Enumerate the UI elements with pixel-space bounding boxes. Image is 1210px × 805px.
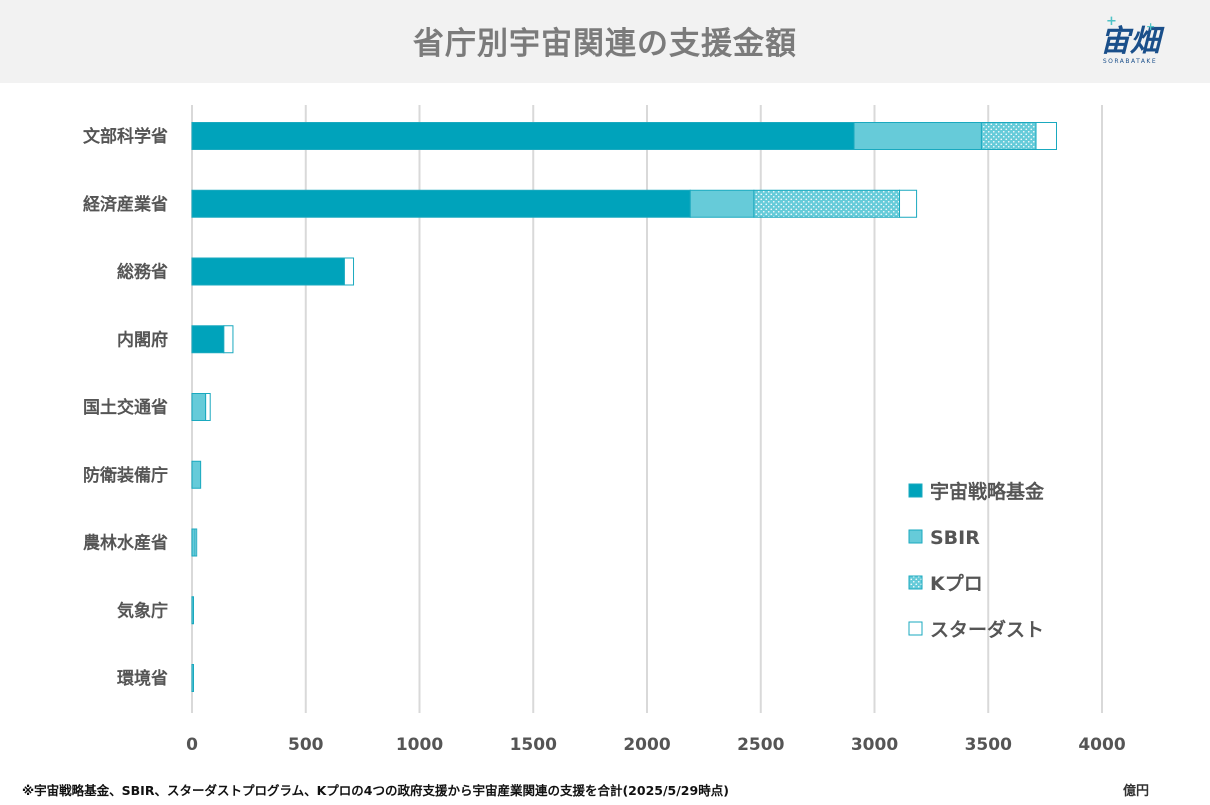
logo-wordmark: 宙畑 <box>1100 24 1160 59</box>
logo-plus-icon: + <box>1146 20 1156 33</box>
legend-swatch <box>908 483 923 498</box>
bar-segment-4 <box>223 325 234 354</box>
x-tick-label: 500 <box>288 735 324 755</box>
category-label: 農林水産省 <box>83 533 168 554</box>
legend-label: Kプロ <box>930 572 983 595</box>
bar-segment-2 <box>853 122 982 150</box>
bar-segment-4 <box>1035 122 1058 150</box>
x-tick-label: 1500 <box>510 735 557 755</box>
footnote: ※宇宙戦略基金、SBIR、スターダストプログラム、Kプロの4つの政府支援から宇宙… <box>22 783 729 798</box>
legend-swatch <box>908 621 923 636</box>
category-label: 内閣府 <box>117 329 168 350</box>
sorabatake-logo: 宙畑 + + SORABATAKE <box>1092 14 1168 70</box>
x-tick-label: 1000 <box>396 735 443 755</box>
category-label: 総務省 <box>117 262 168 283</box>
header-bar <box>0 0 1210 83</box>
category-label: 文部科学省 <box>83 126 168 147</box>
legend-label: スターダスト <box>930 618 1044 641</box>
bar-segment-2 <box>191 460 202 489</box>
bar-segment-4 <box>899 189 918 218</box>
x-tick-label: 3500 <box>965 735 1012 755</box>
bar-segment-2 <box>689 189 755 218</box>
logo-plus-icon: + <box>1106 14 1117 29</box>
bar-segment-2 <box>191 596 194 625</box>
bar-segment-1 <box>191 122 855 150</box>
legend-swatch <box>908 575 923 590</box>
x-tick-label: 2000 <box>623 735 670 755</box>
bar-segment-3 <box>753 189 901 218</box>
bar-segment-3 <box>980 122 1037 150</box>
bar-segment-4 <box>194 528 198 557</box>
legend-swatch <box>908 529 923 544</box>
x-tick-label: 3000 <box>851 735 898 755</box>
category-label: 国土交通省 <box>83 397 168 418</box>
x-tick-label: 0 <box>186 735 198 755</box>
category-label: 環境省 <box>117 668 168 689</box>
bar-segment-1 <box>191 257 345 286</box>
bar-segment-4 <box>205 393 211 421</box>
legend-label: SBIR <box>930 527 980 549</box>
category-label: 防衛装備庁 <box>83 465 168 486</box>
logo-subtitle: SORABATAKE <box>1102 58 1158 65</box>
bar-segment-4 <box>343 257 355 286</box>
bar-segment-2 <box>191 664 194 692</box>
legend-label: 宇宙戦略基金 <box>930 480 1045 503</box>
x-tick-label: 2500 <box>737 735 784 755</box>
bar-segment-1 <box>191 325 225 354</box>
bar-segment-1 <box>191 189 691 218</box>
bar-segment-2 <box>191 393 207 421</box>
unit-label: 億円 <box>1123 784 1150 799</box>
chart-title: 省庁別宇宙関連の支援金額 <box>413 26 797 62</box>
category-label: 気象庁 <box>116 600 168 621</box>
x-tick-label: 4000 <box>1078 735 1125 755</box>
bar-chart: 0 500 1000 1500 2000 2500 3000 3500 4000 文部科学省経済産… <box>83 105 1126 755</box>
category-label: 経済産業省 <box>83 194 168 215</box>
